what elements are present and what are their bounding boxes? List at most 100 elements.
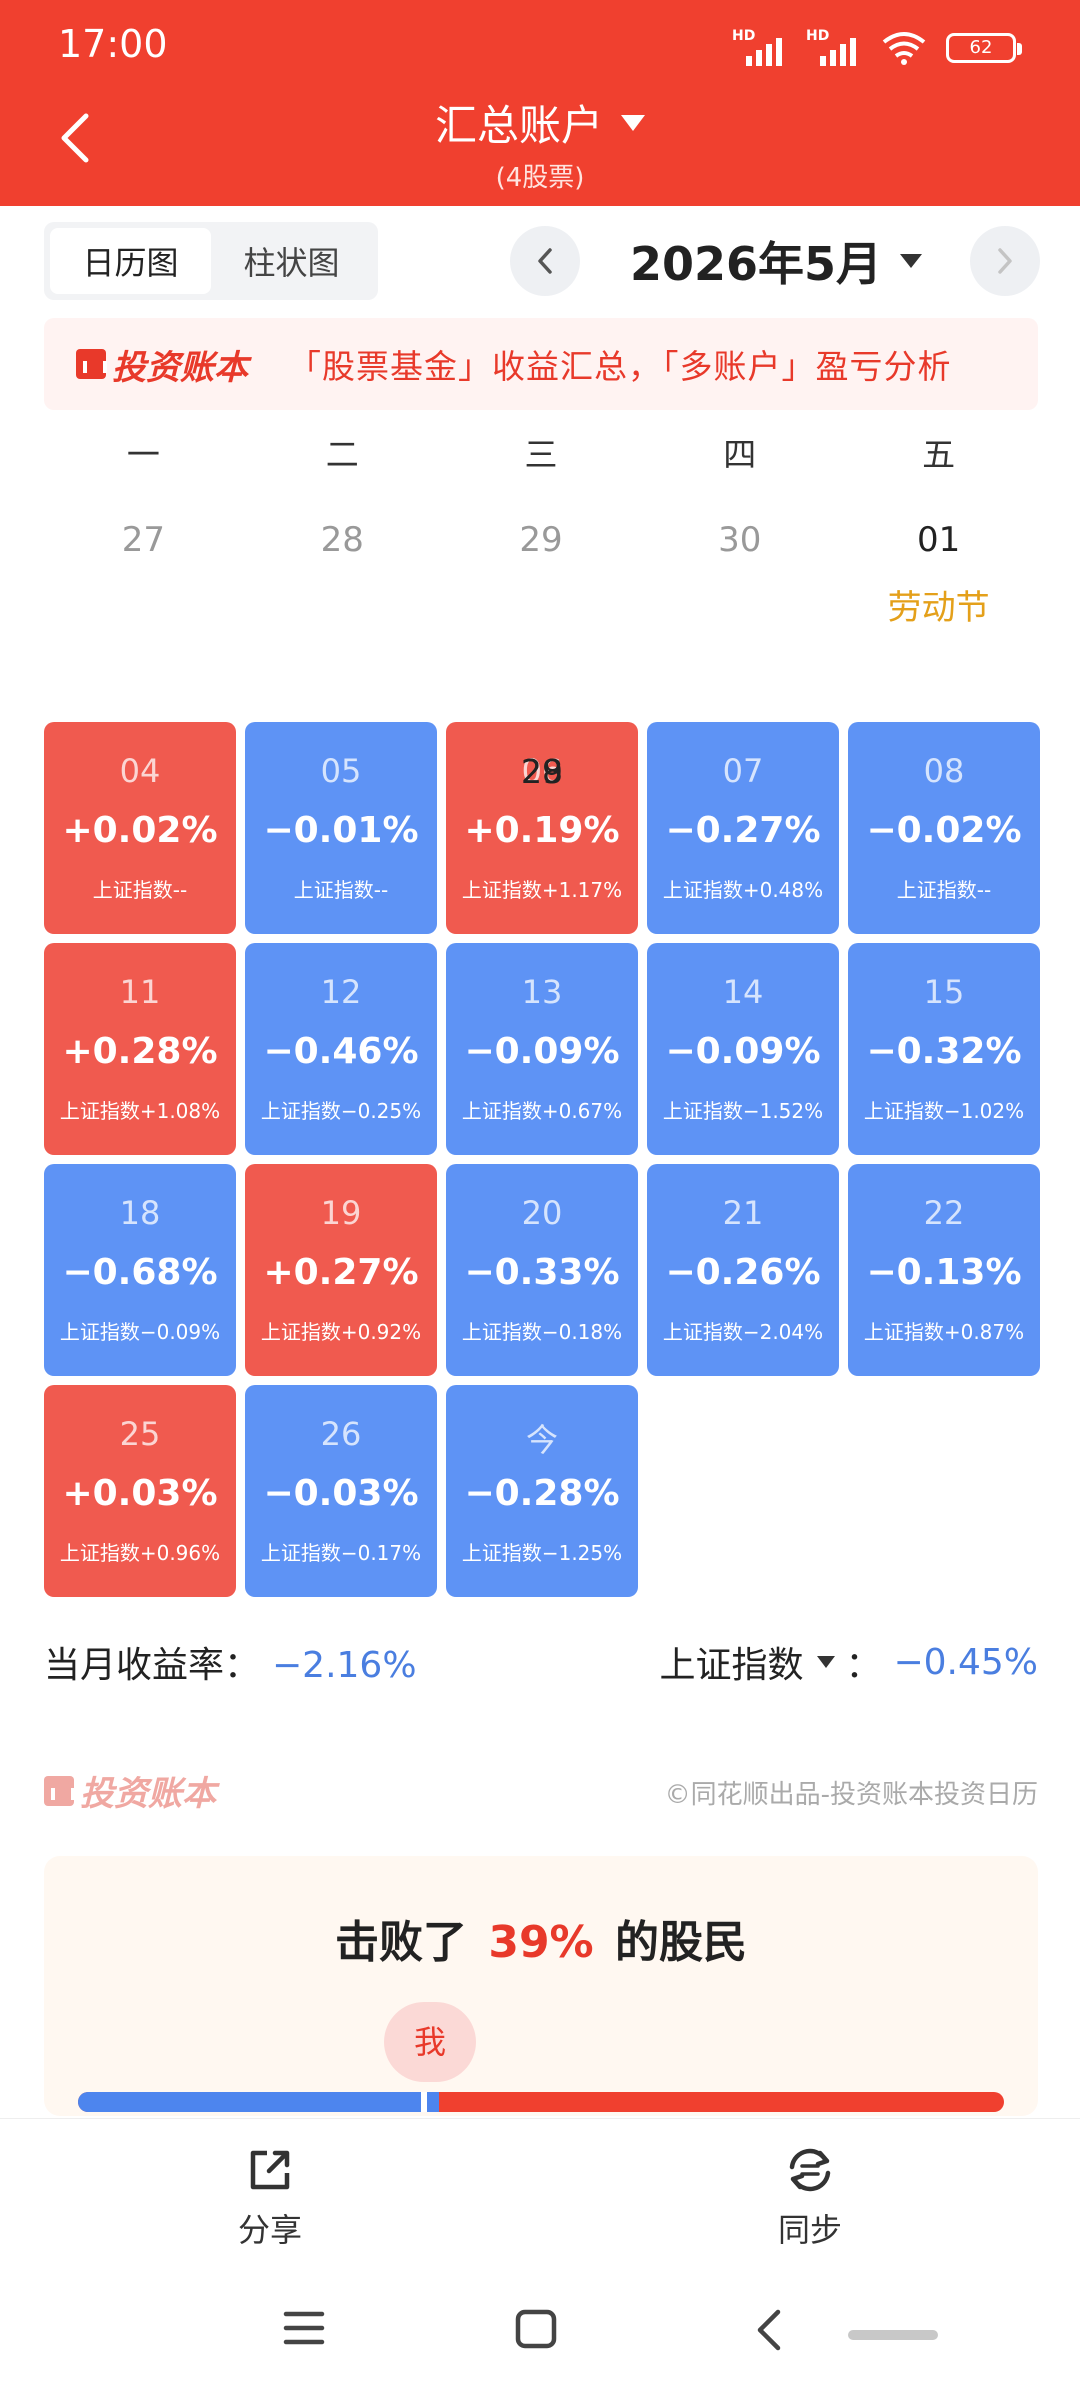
battery-level: 62 — [969, 37, 993, 58]
calendar-day-cell[interactable]: 21 −0.26% 上证指数−2.04% — [647, 1164, 839, 1376]
weekday-thu: 四 — [723, 435, 757, 474]
index-return: 上证指数+1.08% — [59, 1099, 221, 1123]
hd-label: HD — [732, 28, 756, 44]
day-number: 14 — [722, 973, 764, 1011]
calendar-day-cell[interactable]: 11 +0.28% 上证指数+1.08% — [44, 943, 236, 1155]
day-return: +0.19% — [464, 810, 620, 851]
calendar-day-cell[interactable]: 08 −0.02% 上证指数-- — [848, 722, 1040, 934]
menu-icon[interactable] — [282, 2308, 326, 2348]
day-return: −0.01% — [263, 810, 419, 851]
day-number: 06 — [521, 752, 563, 790]
index-return: 上证指数−0.17% — [260, 1541, 422, 1565]
sync-label: 同步 — [777, 2211, 842, 2249]
ranking-bar-marker — [420, 2092, 427, 2112]
app-header: 17:00 HD HD 62 汇总账户 — [0, 0, 1080, 206]
calendar-day-future: 29 — [521, 752, 1040, 1597]
day-number: 29 — [521, 752, 563, 791]
day-number: 25 — [119, 1415, 161, 1453]
home-icon[interactable] — [514, 2308, 558, 2350]
weekday-mon: 一 — [126, 435, 160, 474]
index-return: 上证指数-- — [896, 878, 992, 902]
day-return: −0.33% — [464, 1252, 620, 1293]
month-picker[interactable]: 2026年5月 — [630, 228, 922, 294]
index-return: 上证指数−1.02% — [863, 1099, 1025, 1123]
day-number: 28 — [320, 520, 364, 560]
month-summary: 当月收益率： −2.16% 上证指数 ： −0.45% — [44, 1636, 1038, 1696]
calendar-day-cell[interactable]: 15 −0.32% 上证指数−1.02% — [848, 943, 1040, 1155]
index-return: 上证指数−0.18% — [461, 1320, 623, 1344]
me-marker-bubble: 我 — [384, 2002, 476, 2082]
account-selector[interactable]: 汇总账户 (4股票) — [0, 92, 1080, 194]
calendar-day-cell[interactable]: 07 −0.27% 上证指数+0.48% — [647, 722, 839, 934]
page-title[interactable]: 汇总账户 — [435, 92, 645, 153]
brand-watermark: 投资账本 — [44, 1766, 216, 1815]
promo-banner[interactable]: 投资账本 「股票基金」收益汇总，「多账户」盈亏分析 — [44, 318, 1038, 410]
tab-bar-chart[interactable]: 柱状图 — [243, 244, 340, 282]
holiday-label: 劳动节 — [887, 588, 990, 628]
status-time: 17:00 — [58, 22, 168, 66]
calendar-day-cell[interactable]: 05 −0.01% 上证指数-- — [245, 722, 437, 934]
share-icon — [250, 2150, 290, 2190]
day-number: 26 — [320, 1415, 362, 1453]
prev-month-button[interactable] — [509, 226, 580, 296]
day-return: −0.32% — [866, 1031, 1022, 1072]
back-icon[interactable] — [752, 2308, 786, 2352]
calendar-day-cell[interactable]: 20 −0.33% 上证指数−0.18% — [446, 1164, 638, 1376]
calendar-day-cell[interactable]: 13 −0.09% 上证指数+0.67% — [446, 943, 638, 1155]
calendar-day-cell[interactable]: 06 +0.19% 上证指数+1.17% — [446, 722, 638, 934]
weekday-header: 一 二 三 四 五 — [44, 428, 1038, 488]
calendar-day-cell[interactable]: 26 −0.03% 上证指数−0.17% — [245, 1385, 437, 1597]
calendar-day-cell[interactable]: 今 −0.28% 上证指数−1.25% — [446, 1385, 638, 1597]
caret-down-icon — [900, 254, 922, 268]
day-return: +0.02% — [62, 810, 218, 851]
system-nav-bar — [0, 2258, 1080, 2400]
day-return: −0.68% — [62, 1252, 218, 1293]
month-return-value: −2.16% — [272, 1645, 417, 1686]
index-return: 上证指数+0.87% — [863, 1320, 1025, 1344]
share-button[interactable]: 分享 — [170, 2145, 370, 2251]
view-switch: 日历图 柱状图 — [44, 222, 378, 300]
day-number: 13 — [521, 973, 563, 1011]
day-number: 20 — [521, 1194, 563, 1232]
gesture-pill[interactable] — [848, 2330, 938, 2340]
day-number: 21 — [722, 1194, 764, 1232]
index-return: 上证指数−1.25% — [461, 1541, 623, 1565]
calendar-day-cell[interactable]: 18 −0.68% 上证指数−0.09% — [44, 1164, 236, 1376]
calendar-day-holiday[interactable]: 01 劳动节 — [839, 520, 1038, 650]
bottom-action-bar: 分享 同步 — [0, 2118, 1080, 2258]
calendar-day-cell[interactable]: 04 +0.02% 上证指数-- — [44, 722, 236, 934]
next-month-button[interactable] — [970, 226, 1040, 296]
calendar-day-cell[interactable]: 19 +0.27% 上证指数+0.92% — [245, 1164, 437, 1376]
month-label: 2026年5月 — [629, 237, 882, 291]
index-selector[interactable]: 上证指数 ： −0.45% — [659, 1636, 1038, 1688]
ranking-prefix: 击败了 — [335, 1917, 467, 1968]
weekday-fri: 五 — [922, 435, 956, 474]
calendar-day-cell[interactable]: 22 −0.13% 上证指数+0.87% — [848, 1164, 1040, 1376]
calendar-day-cell[interactable]: 25 +0.03% 上证指数+0.96% — [44, 1385, 236, 1597]
chevron-left-icon — [538, 248, 552, 274]
weekday-tue: 二 — [325, 435, 359, 474]
brand-logo: 投资账本 — [76, 340, 248, 389]
month-return: 当月收益率： −2.16% — [44, 1636, 417, 1688]
index-return: 上证指数+0.92% — [260, 1320, 422, 1344]
battery-icon: 62 — [946, 33, 1022, 63]
index-return: 上证指数−0.25% — [260, 1099, 422, 1123]
index-label: 上证指数 — [659, 1645, 804, 1686]
status-icons: HD HD 62 — [732, 28, 1022, 66]
day-number: 12 — [320, 973, 362, 1011]
day-number: 19 — [320, 1194, 362, 1232]
ranking-bar-fill — [78, 2092, 440, 2112]
day-return: −0.03% — [263, 1473, 419, 1514]
calendar-day-cell[interactable]: 12 −0.46% 上证指数−0.25% — [245, 943, 437, 1155]
copyright-text: ©同花顺出品-投资账本投资日历 — [664, 1780, 1038, 1810]
sync-button[interactable]: 同步 — [710, 2145, 910, 2251]
caret-down-icon — [621, 114, 645, 131]
hd-signal-icon: HD — [732, 28, 788, 66]
day-number: 29 — [519, 520, 563, 560]
index-return: 上证指数+0.67% — [461, 1099, 623, 1123]
calendar-day-cell[interactable]: 14 −0.09% 上证指数−1.52% — [647, 943, 839, 1155]
tab-calendar[interactable]: 日历图 — [50, 228, 211, 294]
day-return: +0.03% — [62, 1473, 218, 1514]
index-return-value: −0.45% — [893, 1641, 1038, 1683]
back-arrow-icon[interactable] — [52, 108, 100, 168]
